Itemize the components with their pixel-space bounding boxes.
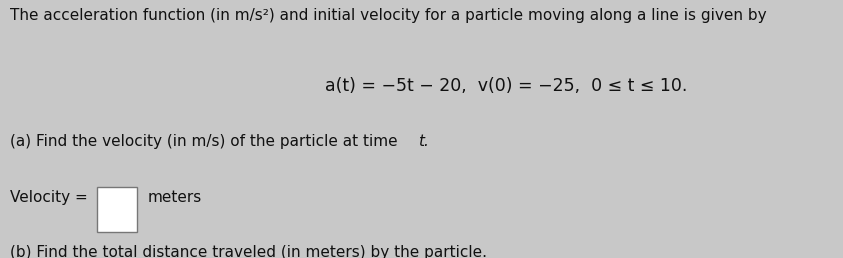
FancyBboxPatch shape [97, 187, 137, 232]
Text: t.: t. [418, 134, 429, 149]
Text: (a) Find the velocity (in m/s) of the particle at time: (a) Find the velocity (in m/s) of the pa… [10, 134, 403, 149]
Text: Velocity =: Velocity = [10, 190, 88, 205]
Text: (b) Find the total distance traveled (in meters) by the particle.: (b) Find the total distance traveled (in… [10, 245, 487, 258]
Text: meters: meters [148, 190, 201, 205]
Text: a(t) = −5t − 20,  v(0) = −25,  0 ≤ t ≤ 10.: a(t) = −5t − 20, v(0) = −25, 0 ≤ t ≤ 10. [325, 77, 687, 95]
Text: The acceleration function (in m/s²) and initial velocity for a particle moving a: The acceleration function (in m/s²) and … [10, 8, 767, 23]
